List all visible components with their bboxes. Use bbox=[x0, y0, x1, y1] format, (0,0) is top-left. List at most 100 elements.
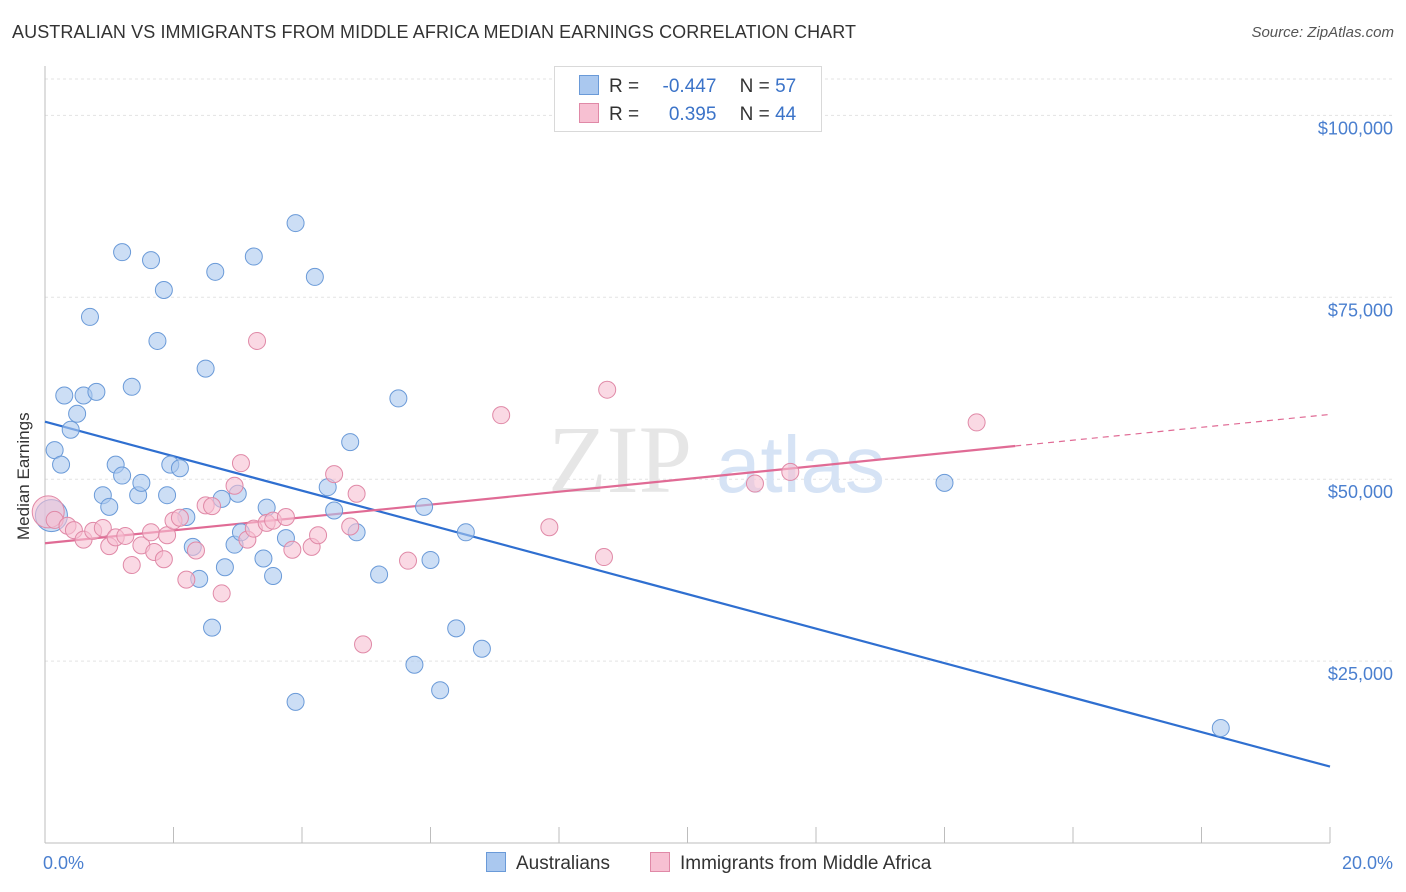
data-point-middle-africa bbox=[142, 523, 161, 542]
data-point-middle-africa bbox=[341, 517, 360, 536]
data-point-australians bbox=[203, 618, 222, 637]
data-point-australians bbox=[68, 404, 87, 423]
legend-swatch-middle-africa bbox=[650, 852, 670, 872]
legend-r-value: -0.447 bbox=[662, 76, 717, 97]
trend-line-0 bbox=[44, 420, 1331, 768]
data-point-middle-africa bbox=[212, 584, 231, 603]
data-point-australians bbox=[170, 459, 189, 478]
chart-title: AUSTRALIAN VS IMMIGRANTS FROM MIDDLE AFR… bbox=[12, 22, 857, 42]
legend-r-label: R = bbox=[609, 104, 640, 125]
data-point-middle-africa bbox=[177, 570, 196, 589]
data-point-australians bbox=[148, 331, 167, 350]
data-point-australians bbox=[935, 473, 954, 492]
data-point-middle-africa bbox=[781, 462, 800, 481]
data-point-australians bbox=[154, 281, 173, 300]
data-point-australians bbox=[196, 359, 215, 378]
data-point-middle-africa bbox=[93, 518, 112, 537]
data-point-australians bbox=[389, 389, 408, 408]
legend-row-middle-africa: R = 0.395 N = 44 bbox=[579, 103, 796, 126]
data-point-australians bbox=[142, 251, 161, 270]
source-label: Source: ZipAtlas.com bbox=[1251, 24, 1394, 41]
axes bbox=[44, 66, 1331, 844]
watermark-zip: ZIP bbox=[548, 406, 692, 513]
data-point-australians bbox=[100, 497, 119, 516]
data-point-australians bbox=[370, 565, 389, 584]
y-tick-label: $25,000 bbox=[1328, 664, 1393, 684]
legend-swatch-blue bbox=[579, 75, 599, 95]
data-points bbox=[31, 214, 1230, 738]
data-point-australians bbox=[215, 558, 234, 577]
data-point-australians bbox=[447, 619, 466, 638]
data-point-australians bbox=[456, 523, 475, 542]
data-point-middle-africa bbox=[186, 541, 205, 560]
data-point-australians bbox=[472, 639, 491, 658]
data-point-australians bbox=[52, 455, 71, 474]
data-point-australians bbox=[421, 550, 440, 569]
data-point-australians bbox=[158, 486, 177, 505]
data-point-middle-africa bbox=[309, 526, 328, 545]
watermark-atlas: atlas bbox=[716, 420, 885, 509]
data-point-middle-africa bbox=[354, 635, 373, 654]
data-point-middle-africa bbox=[399, 551, 418, 570]
y-tick-label: $100,000 bbox=[1318, 118, 1393, 138]
legend-swatch-australians bbox=[486, 852, 506, 872]
data-point-australians bbox=[87, 382, 106, 401]
data-point-australians bbox=[61, 420, 80, 439]
data-point-australians bbox=[1211, 719, 1230, 738]
data-point-australians bbox=[286, 692, 305, 711]
y-tick-label: $75,000 bbox=[1328, 300, 1393, 320]
data-point-australians bbox=[325, 501, 344, 520]
data-point-middle-africa bbox=[248, 331, 267, 350]
data-point-middle-africa bbox=[203, 497, 222, 516]
data-point-middle-africa bbox=[492, 406, 511, 425]
data-point-australians bbox=[132, 473, 151, 492]
data-point-australians bbox=[254, 549, 273, 568]
watermark: ZIP atlas bbox=[548, 406, 885, 513]
grid-lines bbox=[45, 78, 1392, 662]
data-point-middle-africa bbox=[276, 508, 295, 527]
data-point-australians bbox=[244, 247, 263, 266]
legend-swatch-pink bbox=[579, 103, 599, 123]
trend-line-extension-1 bbox=[1015, 413, 1331, 447]
data-point-australians bbox=[206, 262, 225, 281]
legend-n-value: 57 bbox=[775, 76, 797, 97]
legend-n-label: N = bbox=[739, 76, 770, 97]
data-point-middle-africa bbox=[594, 548, 613, 567]
legend-item-australians[interactable]: Australians bbox=[486, 852, 610, 875]
data-point-australians bbox=[286, 214, 305, 233]
data-point-middle-africa bbox=[283, 540, 302, 559]
data-point-australians bbox=[264, 566, 283, 585]
data-point-australians bbox=[113, 466, 132, 485]
data-point-middle-africa bbox=[325, 465, 344, 484]
data-point-middle-africa bbox=[967, 413, 986, 432]
y-tick-labels: $25,000 $50,000 $75,000 $100,000 bbox=[1318, 118, 1393, 684]
trend-line-1 bbox=[44, 444, 1016, 545]
data-point-middle-africa bbox=[170, 508, 189, 527]
legend-label-middle-africa: Immigrants from Middle Africa bbox=[680, 853, 932, 874]
x-tick-label: 20.0% bbox=[1342, 853, 1393, 873]
data-point-australians bbox=[341, 433, 360, 452]
data-point-middle-africa bbox=[745, 474, 764, 493]
x-tick-labels: 0.0% 20.0% bbox=[43, 853, 1393, 873]
legend-item-middle-africa[interactable]: Immigrants from Middle Africa bbox=[650, 852, 931, 875]
legend-r-label: R = bbox=[609, 76, 640, 97]
data-point-australians bbox=[55, 386, 74, 405]
data-point-middle-africa bbox=[225, 476, 244, 495]
data-point-australians bbox=[405, 655, 424, 674]
data-point-australians bbox=[122, 377, 141, 396]
data-point-middle-africa bbox=[231, 454, 250, 473]
stats-legend: R = -0.447 N = 57 R = 0.395 N = 44 bbox=[554, 66, 822, 132]
data-point-australians bbox=[305, 267, 324, 286]
legend-row-australians: R = -0.447 N = 57 bbox=[579, 75, 796, 98]
data-point-australians bbox=[113, 243, 132, 262]
data-point-middle-africa bbox=[540, 518, 559, 537]
trend-lines bbox=[44, 413, 1331, 768]
legend-n-label: N = bbox=[739, 104, 770, 125]
x-tick-label: 0.0% bbox=[43, 853, 84, 873]
data-point-middle-africa bbox=[347, 484, 366, 503]
data-point-middle-africa bbox=[122, 556, 141, 575]
data-point-australians bbox=[431, 681, 450, 700]
data-point-australians bbox=[80, 307, 99, 326]
y-tick-label: $50,000 bbox=[1328, 482, 1393, 502]
